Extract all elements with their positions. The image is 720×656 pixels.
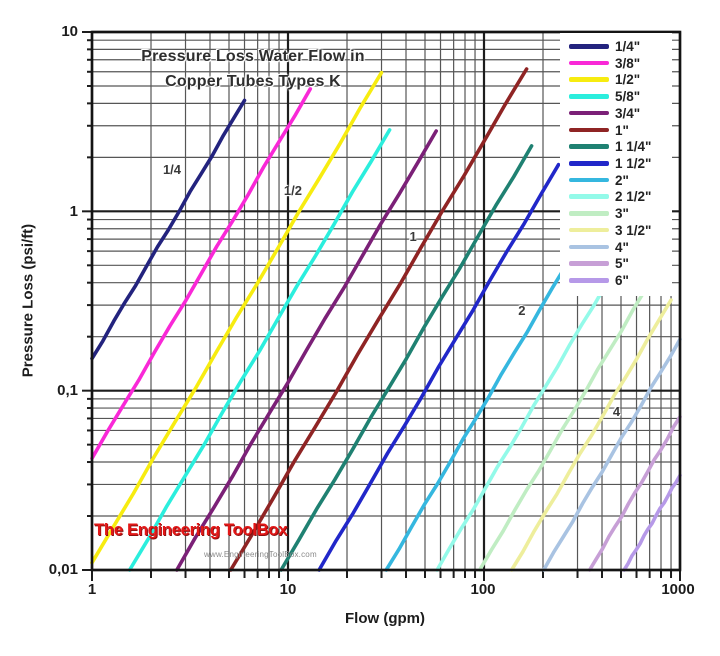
legend-label-5: 1" [615,122,629,138]
series-line-10 [477,288,647,572]
legend-label-8: 2" [615,172,629,188]
plot-size-label-2: 2 [518,302,526,318]
legend-row-8: 2" [560,173,672,189]
legend-swatch-6 [569,144,609,149]
legend-swatch-12 [569,244,609,250]
series-line-2 [90,70,384,565]
legend-row-7: 1 1/2" [560,156,672,172]
legend-swatch-13 [569,261,609,266]
series-line-13 [587,415,682,572]
x-tick-10: 10 [279,581,297,598]
legend-label-12: 4" [615,239,629,255]
x-tick-100: 100 [470,581,496,598]
legend-swatch-0 [569,44,609,49]
legend-row-1: 3/8" [560,56,672,72]
legend-label-6: 1 1/4" [615,139,652,155]
chart-title: Pressure Loss Water Flow in Copper Tubes… [97,44,409,94]
legend-swatch-5 [569,127,609,133]
legend-swatch-4 [569,110,609,116]
x-tick-1000: 1000 [661,581,695,598]
engineering-toolbox-logo: The Engineering ToolBox [94,520,288,539]
legend-swatch-3 [569,94,609,99]
engineering-toolbox-url: www.EngineeringToolBox.com [204,550,317,559]
legend-label-1: 3/8" [615,55,641,71]
plot-size-label-1-4: 1/4 [162,162,182,178]
legend-swatch-7 [569,161,609,166]
y-tick-10: 10 [61,23,78,40]
legend-label-9: 2 1/2" [615,189,652,205]
chart-title-line2: Copper Tubes Types K [165,73,341,90]
legend-row-12: 4" [560,240,672,256]
legend-swatch-11 [569,227,609,233]
x-tick-1: 1 [87,581,97,598]
legend-swatch-10 [569,211,609,216]
legend-label-0: 1/4" [615,39,641,54]
plot-size-label-4: 4 [612,404,621,420]
legend-label-4: 3/4" [615,105,641,121]
legend-row-10: 3" [560,206,672,222]
series-line-8 [384,264,568,572]
series-line-14 [622,473,682,572]
legend-swatch-8 [569,177,609,183]
chart-legend: 1/4" 3/8" 1/2" 5/8" 3/4" 1" 1 1/4" 1 1/2" 2" 2 1/… [560,33,672,296]
series-line-3 [127,128,392,572]
series-line-4 [175,129,439,572]
legend-swatch-14 [569,278,609,283]
y-tick-1: 1 [69,203,78,220]
series-line-5 [228,67,529,572]
legend-row-3: 5/8" [560,89,672,105]
legend-swatch-2 [569,77,609,82]
legend-label-3: 5/8" [615,89,641,105]
plot-size-label-1-2: 1/2 [283,183,302,199]
y-tick-0-1: 0,1 [57,382,78,399]
legend-swatch-1 [569,60,609,66]
legend-row-6: 1 1/4" [560,139,672,155]
legend-label-10: 3" [615,206,629,222]
y-tick-0-01: 0,01 [48,561,78,578]
legend-label-2: 1/2" [615,72,641,88]
x-axis-label: Flow (gpm) [345,610,425,627]
series-line-6 [279,144,534,572]
legend-row-9: 2 1/2" [560,189,672,205]
legend-row-2: 1/2" [560,72,672,88]
chart-title-line1: Pressure Loss Water Flow in [141,48,365,65]
series-line-9 [435,281,609,572]
legend-row-4: 3/4" [560,106,672,122]
series-line-11 [509,298,673,572]
legend-row-14: 6" [560,273,672,289]
legend-label-14: 6" [615,273,629,289]
legend-label-7: 1 1/2" [615,156,652,172]
series-line-12 [541,337,682,572]
legend-row-0: 1/4" [560,39,672,55]
legend-row-5: 1" [560,123,672,139]
legend-row-13: 5" [560,256,672,272]
legend-swatch-9 [569,194,609,199]
y-axis-label: Pressure Loss (psi/ft) [19,223,37,378]
legend-label-13: 5" [615,256,629,272]
legend-label-11: 3 1/2" [615,222,652,238]
series-line-1 [90,87,313,461]
legend-row-11: 3 1/2" [560,223,672,239]
plot-size-label-1: 1 [409,229,417,244]
series-line-7 [317,162,561,572]
series-line-0 [90,98,247,361]
